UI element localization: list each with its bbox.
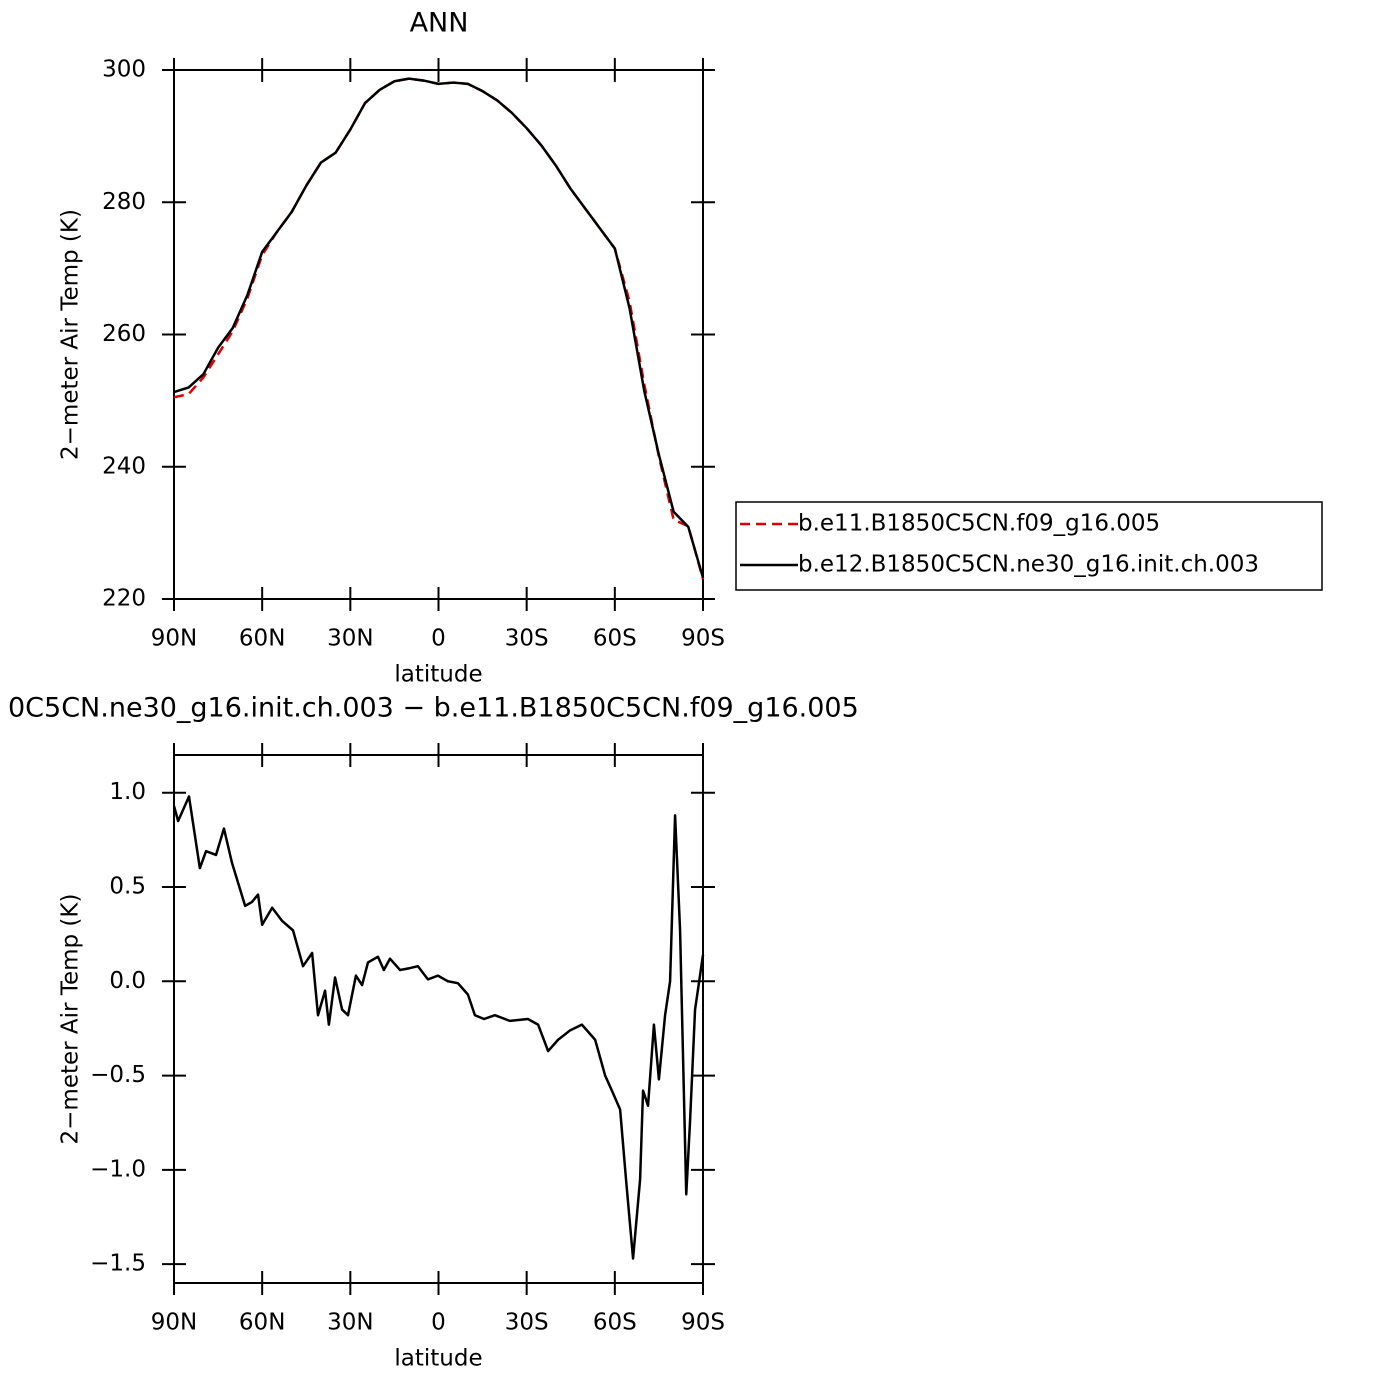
x-tick-label: 30N: [327, 626, 373, 652]
x-axis-label: latitude: [394, 1346, 482, 1372]
y-tick-label: 280: [102, 189, 146, 215]
x-tick-label: 60S: [593, 1310, 637, 1336]
y-tick-label: 260: [102, 321, 146, 347]
x-tick-label: 0: [431, 1310, 446, 1336]
plot-frame: [173, 69, 704, 600]
x-axis-label: latitude: [394, 662, 482, 688]
x-tick-label: 60S: [593, 626, 637, 652]
legend-label: b.e11.B1850C5CN.f09_g16.005: [798, 511, 1160, 537]
x-tick-label: 60N: [239, 626, 285, 652]
y-tick-label: −1.5: [90, 1251, 146, 1277]
y-tick-label: 0.5: [109, 874, 146, 900]
y-tick-label: 300: [102, 57, 146, 83]
x-tick-label: 60N: [239, 1310, 285, 1336]
x-tick-label: 30S: [505, 626, 549, 652]
chart-title: 0C5CN.ne30_g16.init.ch.003 − b.e11.B1850…: [8, 693, 859, 724]
data-line: [173, 77, 705, 580]
x-tick-label: 90S: [681, 1310, 725, 1336]
y-axis-label: 2−meter Air Temp (K): [58, 894, 84, 1145]
x-tick-label: 0: [431, 626, 446, 652]
legend-box: [735, 501, 1323, 591]
chart-title: ANN: [410, 8, 469, 39]
y-tick-label: 240: [102, 453, 146, 479]
x-tick-label: 30S: [505, 1310, 549, 1336]
plot-frame: [173, 754, 704, 1284]
y-tick-label: −0.5: [90, 1062, 146, 1088]
x-tick-label: 90S: [681, 626, 725, 652]
y-axis-label: 2−meter Air Temp (K): [58, 209, 84, 460]
data-line: [173, 77, 705, 579]
y-tick-label: 1.0: [109, 779, 146, 805]
x-tick-label: 30N: [327, 1310, 373, 1336]
y-tick-label: −1.0: [90, 1156, 146, 1182]
x-tick-label: 90N: [151, 626, 197, 652]
y-tick-label: 0.0: [109, 968, 146, 994]
x-tick-label: 90N: [151, 1310, 197, 1336]
legend-label: b.e12.B1850C5CN.ne30_g16.init.ch.003: [798, 552, 1259, 578]
data-line: [172, 795, 705, 1260]
y-tick-label: 220: [102, 586, 146, 612]
